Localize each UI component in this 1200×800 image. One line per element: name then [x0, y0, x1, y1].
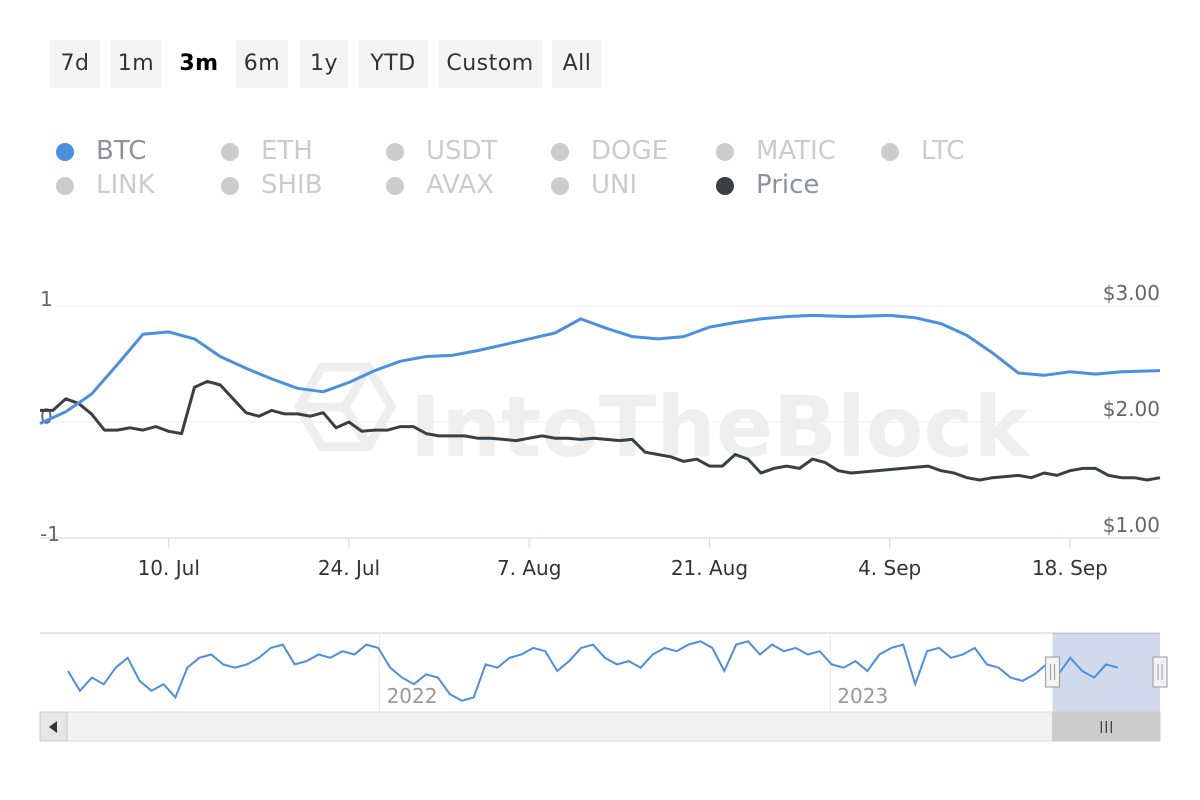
navigator-selection[interactable] [1052, 633, 1160, 712]
x-tick-label: 21. Aug [671, 556, 748, 580]
scrollbar-track[interactable] [39, 711, 1161, 742]
legend-label: BTC [96, 136, 147, 166]
scrollbar[interactable] [39, 711, 1161, 742]
legend-marker-icon [716, 143, 734, 161]
main-grid [40, 305, 1160, 539]
legend-label: LINK [96, 170, 155, 200]
y-right-tick-label: $1.00 [1103, 513, 1160, 537]
arrow-left-icon [49, 721, 57, 733]
x-tick-label: 18. Sep [1032, 556, 1108, 580]
legend-marker-icon [56, 143, 74, 161]
navigator-year-label: 2023 [837, 684, 888, 708]
legend-label: ETH [261, 136, 313, 166]
range-button-7d[interactable]: 7d [50, 40, 100, 88]
y-left-tick-label: 0 [40, 405, 53, 429]
legend-marker-icon [386, 177, 404, 195]
main-axes: -1 0 1 $1.00 $2.00 $3.00 10. Jul 24. Jul 7. Aug 2… [40, 281, 1160, 580]
scroll-left-button[interactable] [39, 711, 68, 742]
main-series [39, 313, 1161, 482]
navigator-handle-left[interactable] [1045, 656, 1061, 688]
legend-label: USDT [426, 136, 498, 166]
legend-label: LTC [921, 136, 965, 166]
navigator-series-line [67, 640, 1119, 702]
range-button-custom[interactable]: Custom [438, 40, 542, 88]
navigator-year-label: 2022 [387, 684, 438, 708]
x-tick-label: 24. Jul [318, 556, 380, 580]
legend-label: UNI [591, 170, 638, 200]
watermark: IntoTheBlock [293, 362, 1031, 476]
series-line-price [40, 379, 1161, 482]
navigator-handle-right[interactable] [1152, 656, 1168, 688]
range-button-6m[interactable]: 6m [236, 40, 288, 88]
range-button-1y[interactable]: 1y [300, 40, 348, 88]
y-left-tick-label: 1 [40, 287, 53, 311]
x-tick-label: 4. Sep [858, 556, 921, 580]
legend-label: MATIC [756, 136, 836, 166]
y-right-tick-label: $3.00 [1103, 281, 1160, 305]
legend-marker-icon [881, 143, 899, 161]
y-right-tick-label: $2.00 [1103, 397, 1160, 421]
x-tick-label: 7. Aug [497, 556, 562, 580]
x-tick-label: 10. Jul [138, 556, 200, 580]
legend-marker-icon [221, 177, 239, 195]
legend-label: SHIB [261, 170, 323, 200]
y-left-tick-label: -1 [40, 522, 60, 546]
legend-marker-icon [386, 143, 404, 161]
range-button-all[interactable]: All [552, 40, 602, 88]
legend-marker-icon [221, 143, 239, 161]
scrollbar-thumb[interactable] [1052, 711, 1161, 742]
range-button-3m[interactable]: 3m [174, 40, 224, 88]
legend-label: AVAX [426, 170, 494, 200]
legend-marker-icon [551, 177, 569, 195]
legend-marker-icon [551, 143, 569, 161]
legend-marker-icon [716, 177, 734, 195]
legend-label: Price [756, 170, 820, 200]
legend-marker-icon [56, 177, 74, 195]
navigator[interactable]: 2022 2023 [40, 632, 1168, 712]
range-button-ytd[interactable]: YTD [358, 40, 428, 88]
legend-label: DOGE [591, 136, 669, 166]
range-button-1m[interactable]: 1m [110, 40, 162, 88]
series-line-btc [39, 313, 1161, 425]
watermark-text: IntoTheBlock [410, 378, 1031, 476]
